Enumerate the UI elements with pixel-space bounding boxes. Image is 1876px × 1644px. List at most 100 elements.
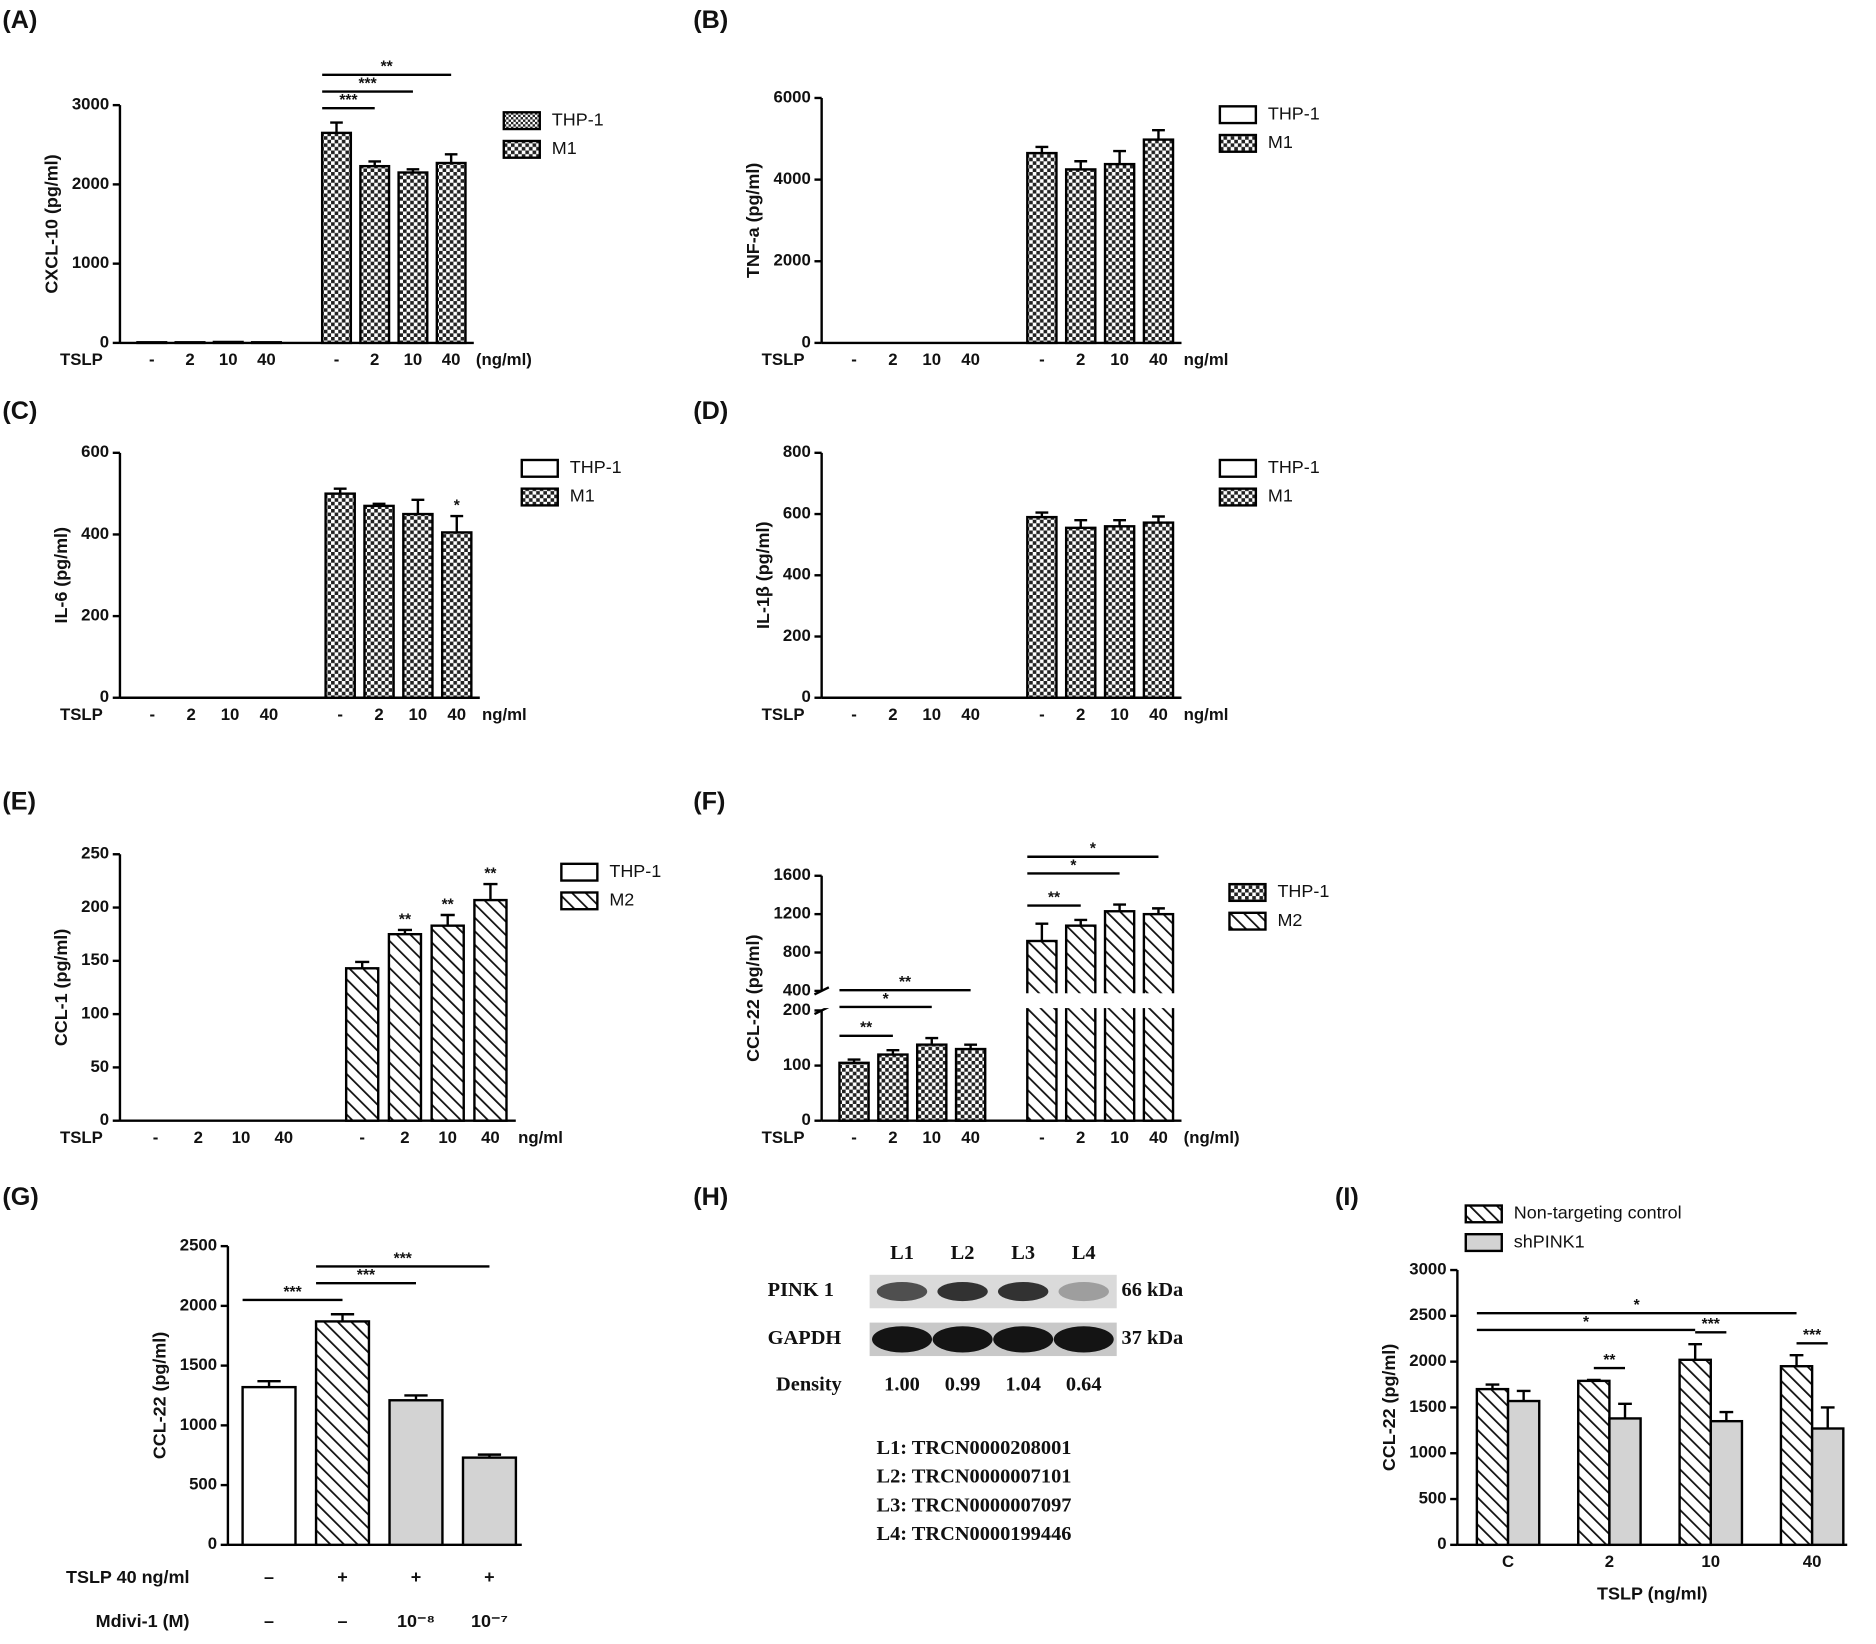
bar — [387, 932, 423, 1122]
bar — [1026, 151, 1058, 345]
legend-label: THP-1 — [570, 457, 622, 477]
row-label: TSLP 40 ng/ml — [66, 1567, 190, 1587]
bar — [1026, 515, 1058, 699]
error-bar — [1719, 1410, 1734, 1422]
x-tick-label: C — [1502, 1552, 1514, 1571]
lane-label: L4 — [1072, 1242, 1096, 1264]
x-tick-label: 2 — [888, 705, 897, 724]
error-bar — [1113, 149, 1127, 165]
x-tick-label: 10 — [1110, 705, 1129, 724]
panel-label: (A) — [2, 6, 37, 34]
x-tick-label: 40 — [961, 350, 980, 369]
error-bar — [1820, 1406, 1835, 1429]
y-tick-label: 1500 — [1409, 1397, 1446, 1416]
significance-label: ** — [1048, 890, 1061, 907]
panel-label: (D) — [693, 397, 728, 425]
x-tick-label: 2 — [1605, 1552, 1614, 1571]
error-bar — [257, 1379, 281, 1388]
y-tick-label: 2500 — [180, 1236, 217, 1255]
x-tick-label: 10 — [1701, 1552, 1720, 1571]
bar — [344, 967, 380, 1122]
x-row-label: TSLP — [762, 705, 805, 724]
x-tick-label: - — [1039, 350, 1045, 369]
legend-label: M1 — [1268, 486, 1293, 506]
y-tick-label: 2500 — [1409, 1305, 1446, 1324]
significance-label: *** — [394, 1250, 413, 1267]
bar — [1026, 939, 1058, 1122]
row-value: + — [484, 1567, 495, 1587]
row-label: GAPDH — [768, 1327, 842, 1349]
error-bar — [1152, 515, 1165, 523]
lane-key: L2: TRCN0000007101 — [876, 1466, 1071, 1488]
legend-swatch — [1218, 133, 1258, 153]
bar — [136, 341, 168, 345]
significance-label: ** — [484, 866, 497, 883]
bar — [397, 171, 429, 345]
y-tick-label: 2000 — [72, 174, 109, 193]
legend-label: M2 — [609, 890, 634, 910]
legend-label: shPINK1 — [1514, 1231, 1585, 1251]
x-tick-label: - — [1039, 705, 1045, 724]
error-bar — [1688, 1343, 1703, 1360]
row-value: + — [411, 1567, 422, 1587]
legend-swatch — [520, 487, 559, 507]
x-unit-label: ng/ml — [1184, 350, 1229, 369]
error-bar — [483, 882, 498, 901]
band — [1058, 1281, 1109, 1302]
error-bar — [1074, 918, 1088, 926]
x-tick-label: 10 — [922, 1128, 941, 1147]
band — [993, 1326, 1054, 1353]
panel-label: (B) — [693, 6, 728, 34]
error-bar — [372, 502, 386, 506]
y-tick-label: 100 — [81, 1004, 109, 1023]
bar — [1142, 912, 1175, 1122]
x-tick-label: 40 — [961, 1128, 980, 1147]
legend-swatch — [560, 862, 599, 882]
x-unit-label: (ng/ml) — [476, 350, 532, 369]
legend-label: Non-targeting control — [1514, 1203, 1682, 1223]
x-tick-label: 2 — [374, 705, 383, 724]
lane-key: L3: TRCN0000007097 — [876, 1494, 1071, 1516]
legend-swatch — [502, 111, 541, 131]
bar — [1779, 1365, 1814, 1547]
x-tick-label: 10 — [221, 705, 240, 724]
x-row-label: TSLP — [60, 705, 103, 724]
legend-swatch — [1228, 911, 1267, 931]
y-axis-title: CCL-22 (pg/ml) — [149, 1332, 169, 1459]
bar — [1142, 521, 1175, 699]
panel-label: (I) — [1335, 1183, 1359, 1211]
error-bar — [406, 168, 420, 173]
band — [872, 1326, 933, 1353]
x-tick-label: - — [359, 1128, 365, 1147]
x-tick-label: 2 — [194, 1128, 203, 1147]
bar — [915, 1043, 948, 1122]
x-tick-label: - — [150, 705, 156, 724]
significance-label: *** — [1702, 1316, 1721, 1333]
density-value: 1.04 — [1005, 1374, 1041, 1396]
error-bar — [1074, 160, 1088, 170]
x-tick-label: 10 — [1110, 1128, 1129, 1147]
bar — [1475, 1387, 1510, 1547]
bar — [1810, 1427, 1845, 1547]
x-tick-label: 2 — [1076, 1128, 1085, 1147]
significance-label: ** — [399, 911, 412, 928]
bar — [1608, 1417, 1642, 1547]
panel-label: (C) — [2, 397, 37, 425]
lane-key: L4: TRCN0000199446 — [876, 1523, 1071, 1545]
y-tick-label: 0 — [100, 1110, 109, 1129]
bar — [1064, 168, 1097, 345]
band — [932, 1326, 993, 1353]
bar — [320, 131, 353, 345]
bar — [430, 924, 465, 1122]
x-row-label: TSLP — [60, 350, 103, 369]
x-tick-label: 40 — [1149, 705, 1168, 724]
x-row-label: TSLP — [60, 1128, 103, 1147]
x-tick-label: 10 — [409, 705, 428, 724]
bar — [877, 1053, 909, 1122]
legend-swatch — [1218, 487, 1258, 507]
x-tick-label: 2 — [888, 1128, 897, 1147]
error-bar — [440, 913, 455, 926]
error-bar — [1152, 129, 1165, 140]
